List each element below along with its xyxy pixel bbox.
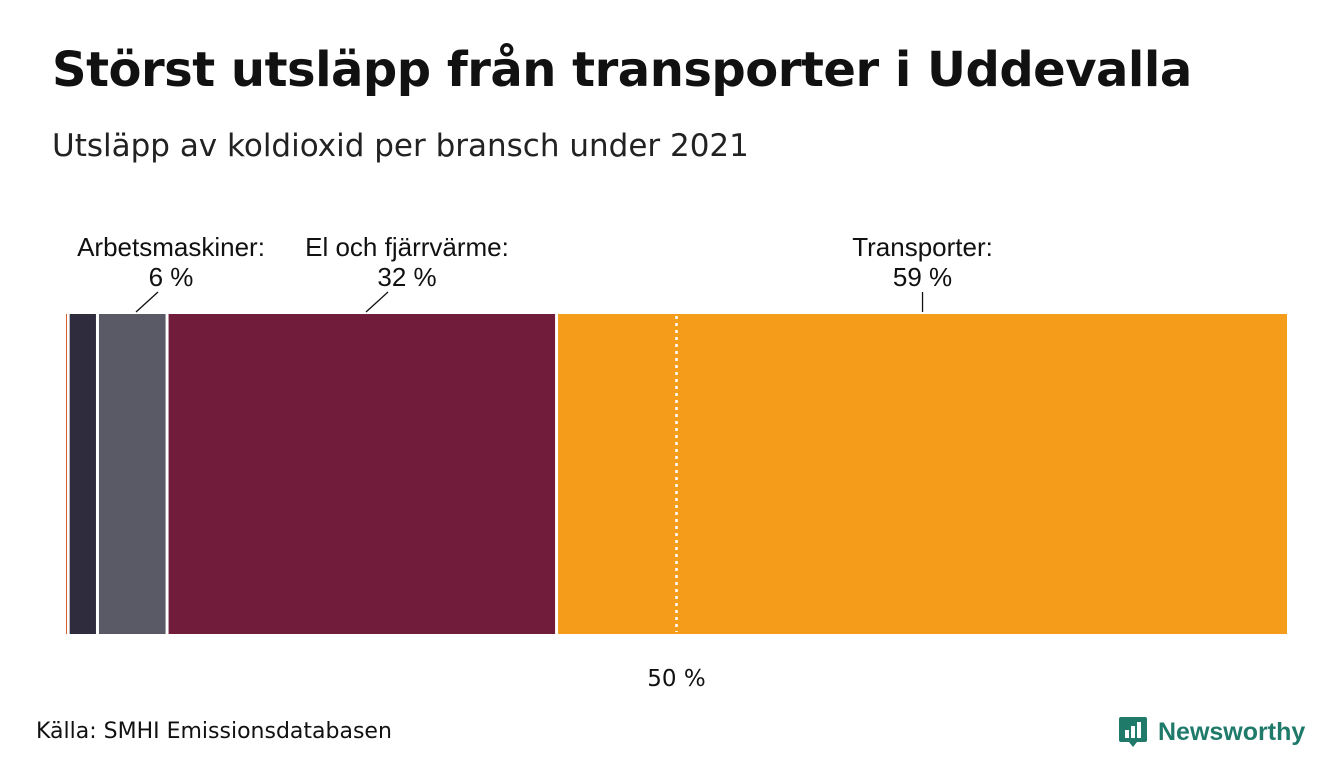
segment-value-transporter: 59 % — [893, 262, 952, 292]
brand-name: Newsworthy — [1158, 717, 1306, 746]
chart-subtitle: Utsläpp av koldioxid per bransch under 2… — [52, 128, 749, 164]
leader-line-el-och-fjarrvarme — [365, 291, 389, 313]
bar-segment-el-och-fjarrvarme — [168, 314, 556, 634]
reference-line-label: 50 % — [647, 666, 705, 692]
bar-segment-segment-1 — [69, 314, 96, 634]
segment-label-el-och-fjarrvarme: El och fjärrvärme: — [305, 232, 509, 262]
segment-label-transporter: Transporter: — [852, 232, 993, 262]
stacked-bar-chart: Arbetsmaskiner:6 % El och fjärrvärme:32 %… — [66, 232, 1287, 692]
segment-value-arbetsmaskiner: 6 % — [149, 262, 194, 292]
bar-segment-arbetsmaskiner — [98, 314, 166, 634]
segment-label-arbetsmaskiner: Arbetsmaskiner: — [77, 232, 265, 262]
bar-segment-segment-0 — [66, 314, 67, 634]
chart-title: Störst utsläpp från transporter i Uddeva… — [52, 42, 1192, 98]
source-note: Källa: SMHI Emissionsdatabasen — [36, 719, 392, 744]
bar-segment-transporter — [558, 314, 1287, 634]
segment-value-el-och-fjarrvarme: 32 % — [377, 262, 436, 292]
brand-logo: Newsworthy — [1118, 712, 1305, 752]
newsworthy-logo-icon — [1119, 717, 1147, 747]
leader-line-arbetsmaskiner — [135, 291, 159, 313]
